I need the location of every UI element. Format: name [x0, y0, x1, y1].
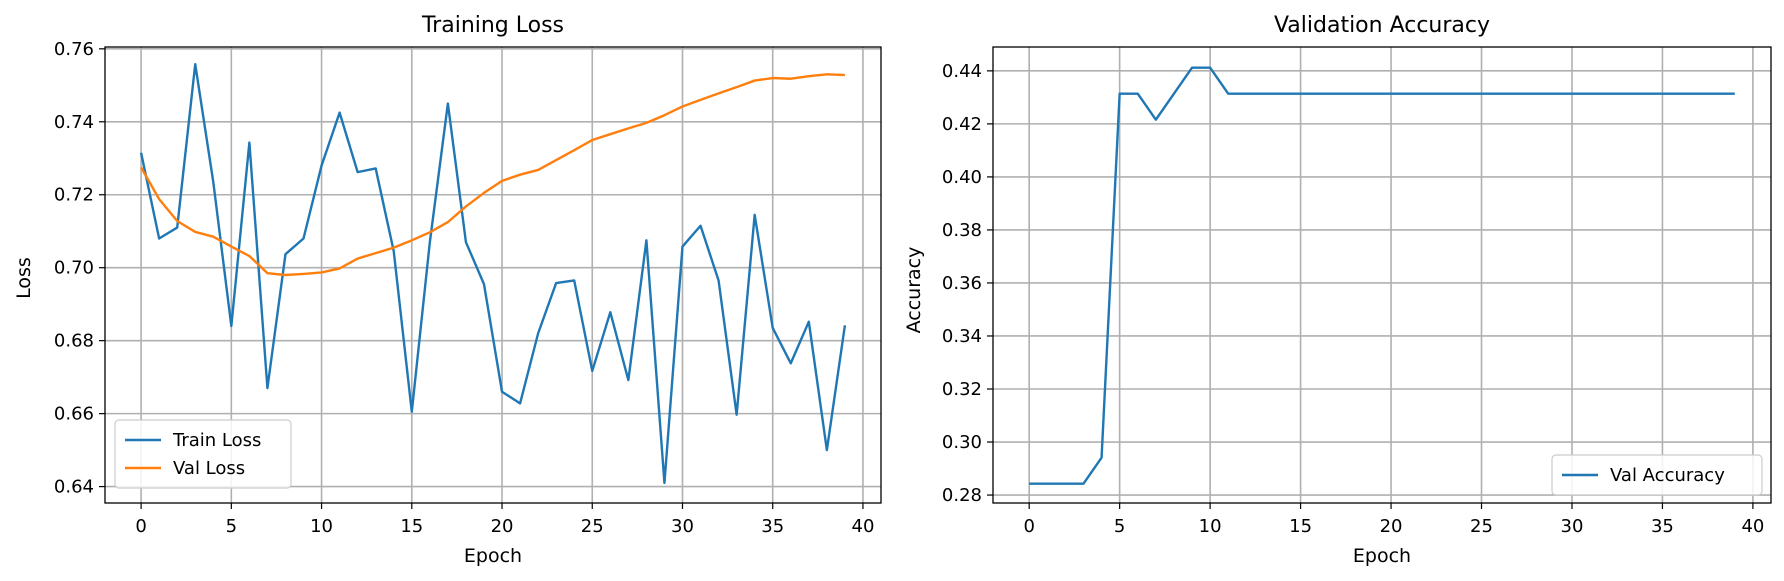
x-tick-label: 10	[1199, 516, 1222, 537]
x-tick-label: 25	[1470, 516, 1493, 537]
y-axis-label: Accuracy	[903, 247, 925, 334]
y-tick-label: 0.70	[54, 258, 94, 279]
y-tick-label: 0.68	[54, 331, 94, 352]
y-tick-label: 0.28	[942, 485, 982, 506]
x-tick-label: 15	[1289, 516, 1312, 537]
y-tick-label: 0.64	[54, 477, 94, 498]
x-axis-label: Epoch	[1353, 545, 1411, 567]
legend-box	[1551, 454, 1763, 496]
y-tick-label: 0.72	[54, 185, 94, 206]
series-line-val-accuracy	[1029, 66, 1735, 485]
x-axis-label: Epoch	[464, 545, 522, 567]
legend-label: Train Loss	[172, 430, 261, 451]
legend: Val Accuracy	[1551, 454, 1763, 496]
validation-accuracy-panel: Validation Accuracy Epoch Accuracy 0 5 10 1…	[903, 13, 1772, 567]
x-tick-label: 25	[581, 516, 604, 537]
axes-frame	[992, 46, 1772, 504]
y-tick-label: 0.36	[942, 273, 982, 294]
y-tick-label: 0.76	[54, 39, 94, 60]
y-tick-label: 0.40	[942, 167, 982, 188]
training-loss-panel: Training Loss Epoch Loss 0 5 10 15 20 25 30 35 4…	[13, 13, 882, 567]
x-tick-label: 40	[1741, 516, 1764, 537]
grid	[993, 47, 1771, 503]
x-tick-label: 20	[1380, 516, 1403, 537]
y-tick-label: 0.74	[54, 112, 94, 133]
legend: Train Loss Val Loss	[114, 419, 292, 489]
x-tick-label: 30	[671, 516, 694, 537]
x-tick-label: 20	[491, 516, 514, 537]
y-axis-label: Loss	[13, 257, 35, 299]
x-tick-label: 35	[761, 516, 784, 537]
x-tick-label: 30	[1561, 516, 1584, 537]
x-tick-label: 10	[310, 516, 333, 537]
legend-label: Val Loss	[173, 458, 245, 479]
y-tick-label: 0.30	[942, 432, 982, 453]
y-tick-label: 0.42	[942, 114, 982, 135]
chart-title: Validation Accuracy	[1274, 13, 1490, 38]
x-tick-label: 15	[400, 516, 423, 537]
x-tick-label: 5	[226, 516, 237, 537]
x-tick-label: 40	[852, 516, 875, 537]
x-tick-label: 0	[135, 516, 146, 537]
series-line-val-loss	[140, 73, 845, 277]
x-tick-label: 0	[1023, 516, 1034, 537]
axes-frame	[104, 46, 882, 504]
y-tick-label: 0.32	[942, 379, 982, 400]
x-tick-label: 35	[1651, 516, 1674, 537]
chart-title: Training Loss	[421, 13, 564, 38]
y-tick-label: 0.44	[942, 61, 982, 82]
legend-label: Val Accuracy	[1610, 465, 1725, 486]
y-tick-label: 0.66	[54, 404, 94, 425]
x-tick-label: 5	[1114, 516, 1125, 537]
grid	[105, 47, 881, 503]
legend-box	[114, 419, 292, 489]
y-tick-label: 0.34	[942, 326, 982, 347]
y-tick-label: 0.38	[942, 220, 982, 241]
